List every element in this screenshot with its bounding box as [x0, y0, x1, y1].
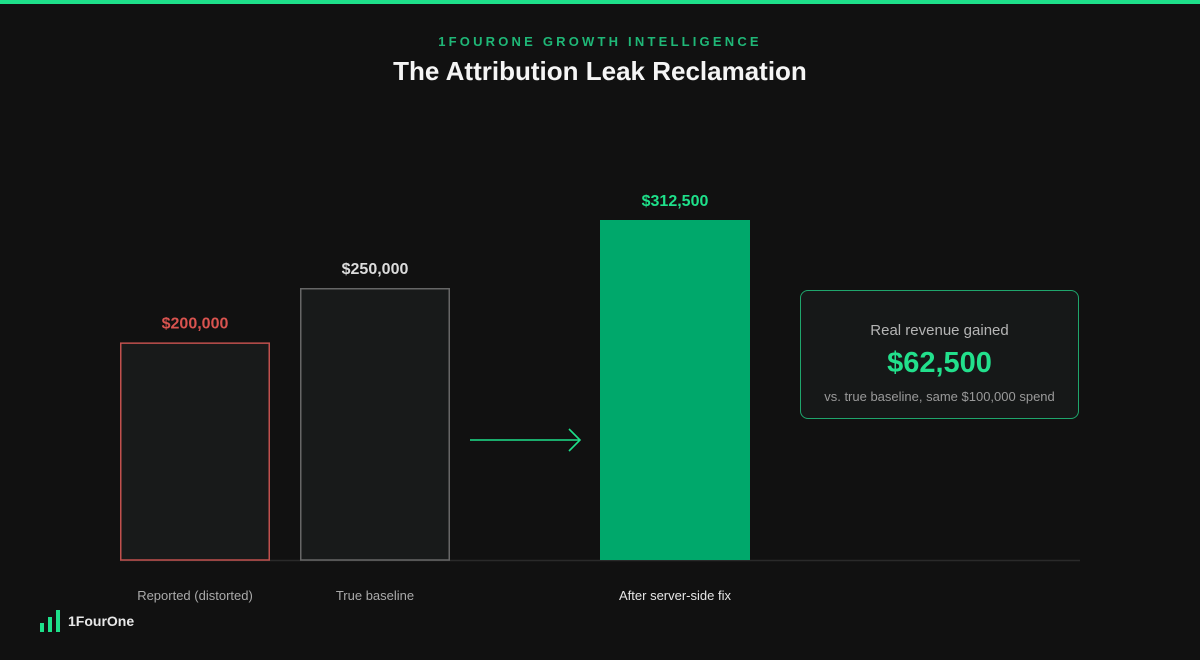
bar-value-label-2: $250,000 — [342, 261, 409, 278]
bar-chart-icon — [40, 610, 60, 632]
chart-title: The Attribution Leak Reclamation — [393, 56, 807, 86]
revenue-gained-subtext: vs. true baseline, same $100,000 spend — [824, 389, 1055, 404]
bars-layer — [120, 220, 750, 561]
labels-layer: $200,000 Reported (distorted) $250,000 True… — [137, 193, 731, 603]
category-label-2: True baseline — [336, 588, 414, 603]
revenue-gained-card: Real revenue gained $62,500 vs. true bas… — [800, 290, 1079, 419]
bar-1 — [120, 342, 270, 561]
eyebrow-label: 1FOURONE GROWTH INTELLIGENCE — [438, 34, 762, 49]
revenue-gained-value: $62,500 — [887, 347, 992, 379]
top-accent-bar — [0, 0, 1200, 4]
brand-name: 1FourOne — [68, 613, 135, 629]
brand-logo: 1FourOne — [40, 610, 134, 632]
revenue-gained-label: Real revenue gained — [870, 322, 1009, 339]
arrow-icon — [470, 428, 582, 452]
bar-value-label-3: $312,500 — [642, 193, 709, 210]
category-label-3: After server-side fix — [619, 588, 731, 603]
bar-2 — [300, 288, 450, 561]
category-label-1: Reported (distorted) — [137, 588, 253, 603]
bar-3 — [600, 220, 750, 560]
bar-value-label-1: $200,000 — [162, 315, 229, 332]
